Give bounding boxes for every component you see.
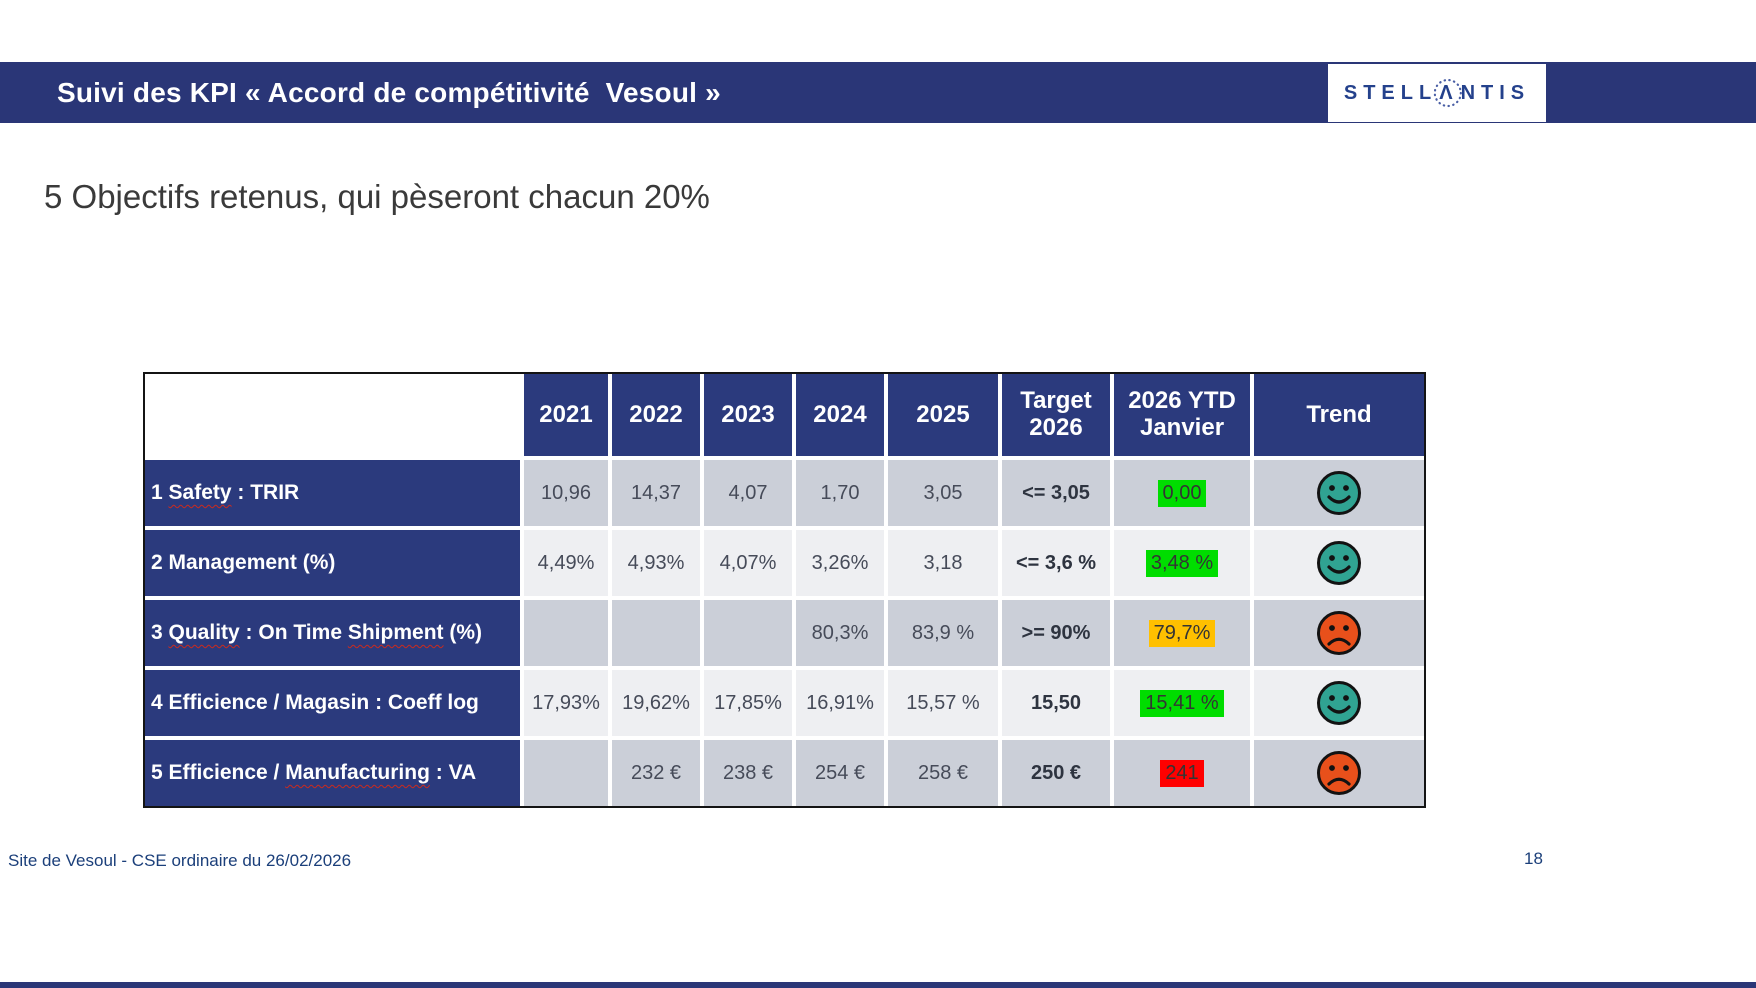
trend-cell	[1254, 670, 1424, 736]
row-label-text: (%)	[443, 621, 483, 644]
row-label-text: 4 Efficience / Magasin : Coeff log	[151, 691, 479, 714]
ytd-highlight-green: 0,00	[1157, 479, 1207, 507]
column-header-label: Target 2026	[1020, 387, 1092, 441]
value-cell: 238 €	[704, 740, 792, 806]
value-cell: 4,93%	[612, 530, 700, 596]
target-cell: <= 3,05	[1002, 460, 1110, 526]
row-label-word-misspelled: Shipment	[347, 621, 444, 644]
value-cell	[612, 600, 700, 666]
corner-cell	[145, 374, 520, 456]
value-cell: 83,9 %	[888, 600, 998, 666]
happy-face-icon	[1317, 471, 1361, 515]
value-cell: 4,07	[704, 460, 792, 526]
ytd-highlight-green: 15,41 %	[1140, 689, 1224, 717]
ytd-cell: 241	[1114, 740, 1250, 806]
value-cell	[704, 600, 792, 666]
page-number: 18	[1524, 849, 1543, 868]
logo-chevron-a: Λ	[1433, 78, 1462, 108]
row-label-text: 5 Efficience /	[151, 761, 286, 784]
value-cell	[524, 740, 608, 806]
value-cell: 16,91%	[796, 670, 884, 736]
column-header: 2024	[796, 374, 884, 456]
row-label-word-misspelled: Quality	[168, 621, 240, 644]
value-cell: 4,07%	[704, 530, 792, 596]
value-cell: 1,70	[796, 460, 884, 526]
column-header-label: 2024	[813, 400, 867, 428]
row-label-text: : TRIR	[231, 481, 300, 504]
value-cell: 232 €	[612, 740, 700, 806]
value-cell: 3,05	[888, 460, 998, 526]
column-header-label: 2023	[721, 400, 775, 428]
stellantis-logo: STELL Λ NTIS	[1328, 64, 1546, 122]
row-label: 5 Efficience / Manufacturing : VA	[145, 740, 520, 806]
column-header: Target 2026	[1002, 374, 1110, 456]
target-cell: >= 90%	[1002, 600, 1110, 666]
row-label-text: 2 Management (%)	[151, 551, 336, 574]
ytd-cell: 3,48 %	[1114, 530, 1250, 596]
column-header: 2026 YTD Janvier	[1114, 374, 1250, 456]
ytd-highlight-red: 241	[1160, 759, 1204, 787]
stellantis-logo-text: STELL Λ NTIS	[1343, 78, 1531, 108]
value-cell	[524, 600, 608, 666]
value-cell: 254 €	[796, 740, 884, 806]
value-cell: 19,62%	[612, 670, 700, 736]
row-label: 3 Quality : On Time Shipment (%)	[145, 600, 520, 666]
row-label-word-misspelled: Manufacturing	[285, 761, 430, 784]
ytd-cell: 15,41 %	[1114, 670, 1250, 736]
ytd-highlight-green: 3,48 %	[1145, 549, 1219, 577]
value-cell: 10,96	[524, 460, 608, 526]
value-cell: 17,85%	[704, 670, 792, 736]
ytd-cell: 0,00	[1114, 460, 1250, 526]
trend-cell	[1254, 740, 1424, 806]
trend-cell	[1254, 530, 1424, 596]
ytd-cell: 79,7%	[1114, 600, 1250, 666]
value-cell: 14,37	[612, 460, 700, 526]
value-cell: 3,26%	[796, 530, 884, 596]
footer-text: Site de Vesoul - CSE ordinaire du 26/02/…	[8, 851, 352, 870]
column-header-label: 2025	[916, 400, 970, 428]
column-header: Trend	[1254, 374, 1424, 456]
row-label-text: 1	[151, 481, 169, 504]
column-header-label: Trend	[1306, 400, 1372, 428]
column-header: 2022	[612, 374, 700, 456]
row-label: 1 Safety : TRIR	[145, 460, 520, 526]
value-cell: 4,49%	[524, 530, 608, 596]
column-header-label: 2022	[629, 400, 683, 428]
value-cell: 258 €	[888, 740, 998, 806]
trend-cell	[1254, 460, 1424, 526]
target-cell: <= 3,6 %	[1002, 530, 1110, 596]
target-cell: 250 €	[1002, 740, 1110, 806]
value-cell: 17,93%	[524, 670, 608, 736]
value-cell: 15,57 %	[888, 670, 998, 736]
row-label-text: : VA	[429, 761, 477, 784]
kpi-table: 2021 2022 2023 2024 2025 Target 2026 2026 YTD …	[143, 372, 1426, 808]
sad-face-icon	[1317, 611, 1361, 655]
row-label: 2 Management (%)	[145, 530, 520, 596]
bottom-border-strip	[0, 982, 1756, 988]
sad-face-icon	[1317, 751, 1361, 795]
value-cell: 3,18	[888, 530, 998, 596]
trend-cell	[1254, 600, 1424, 666]
happy-face-icon	[1317, 681, 1361, 725]
column-header: 2025	[888, 374, 998, 456]
slide-title: Suivi des KPI « Accord de compétitivité …	[57, 76, 721, 108]
logo-right-letters: NTIS	[1460, 81, 1531, 104]
value-cell: 80,3%	[796, 600, 884, 666]
row-label: 4 Efficience / Magasin : Coeff log	[145, 670, 520, 736]
ytd-highlight-orange: 79,7%	[1148, 619, 1216, 647]
logo-left-letters: STELL	[1343, 81, 1438, 104]
column-header: 2023	[704, 374, 792, 456]
row-label-text: : On Time	[239, 621, 348, 644]
slide-subtitle: 5 Objectifs retenus, qui pèseront chacun…	[44, 178, 710, 215]
target-cell: 15,50	[1002, 670, 1110, 736]
column-header-label: 2021	[539, 400, 593, 428]
column-header: 2021	[524, 374, 608, 456]
row-label-word-misspelled: Safety	[168, 481, 232, 504]
happy-face-icon	[1317, 541, 1361, 585]
column-header-label: 2026 YTD Janvier	[1128, 387, 1236, 441]
row-label-text: 3	[151, 621, 169, 644]
